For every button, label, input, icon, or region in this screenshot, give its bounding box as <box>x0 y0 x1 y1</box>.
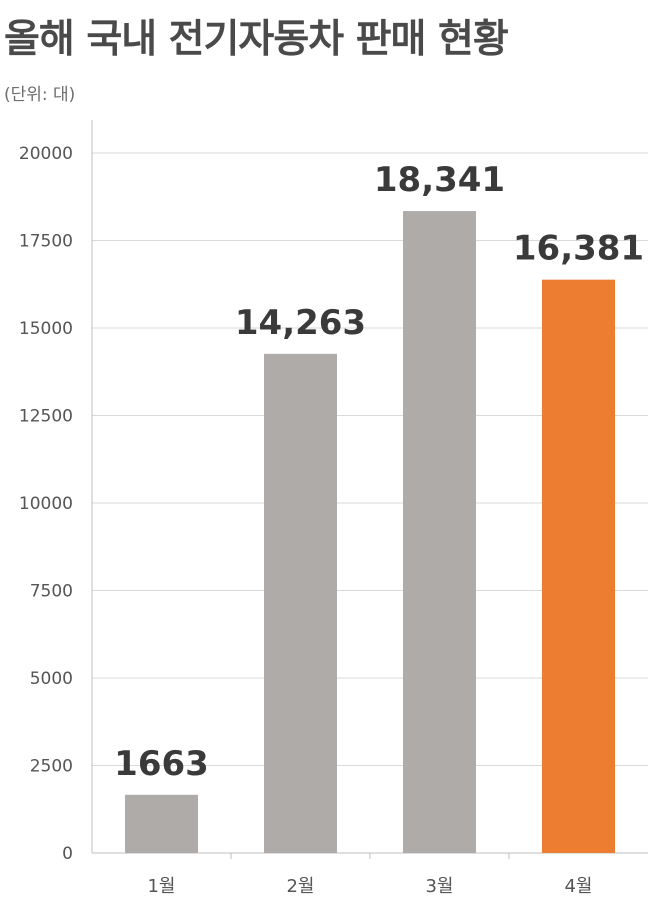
bar-4 <box>542 279 615 853</box>
y-tick-label: 20000 <box>19 144 73 164</box>
data-label: 16,381 <box>513 229 644 269</box>
x-category-label: 2월 <box>286 876 314 897</box>
y-tick-label: 5000 <box>30 669 73 689</box>
x-category-label: 1월 <box>147 876 175 897</box>
unit-note: (단위: 대) <box>4 85 76 105</box>
bar-1 <box>125 794 198 853</box>
data-label: 14,263 <box>235 303 366 343</box>
chart-title: 올해 국내 전기자동차 판매 현황 <box>4 17 509 62</box>
data-label: 1663 <box>114 744 209 784</box>
y-tick-label: 10000 <box>19 494 73 514</box>
y-tick-label: 17500 <box>19 232 73 252</box>
bar-2 <box>264 353 337 853</box>
y-tick-label: 0 <box>62 844 73 864</box>
data-label: 18,341 <box>374 160 505 200</box>
y-tick-label: 12500 <box>19 407 73 427</box>
bar-3 <box>403 211 476 853</box>
x-category-label: 3월 <box>425 876 453 897</box>
y-tick-label: 7500 <box>30 582 73 602</box>
y-tick-label: 2500 <box>30 757 73 777</box>
y-tick-label: 15000 <box>19 319 73 339</box>
x-category-label: 4월 <box>564 876 592 897</box>
